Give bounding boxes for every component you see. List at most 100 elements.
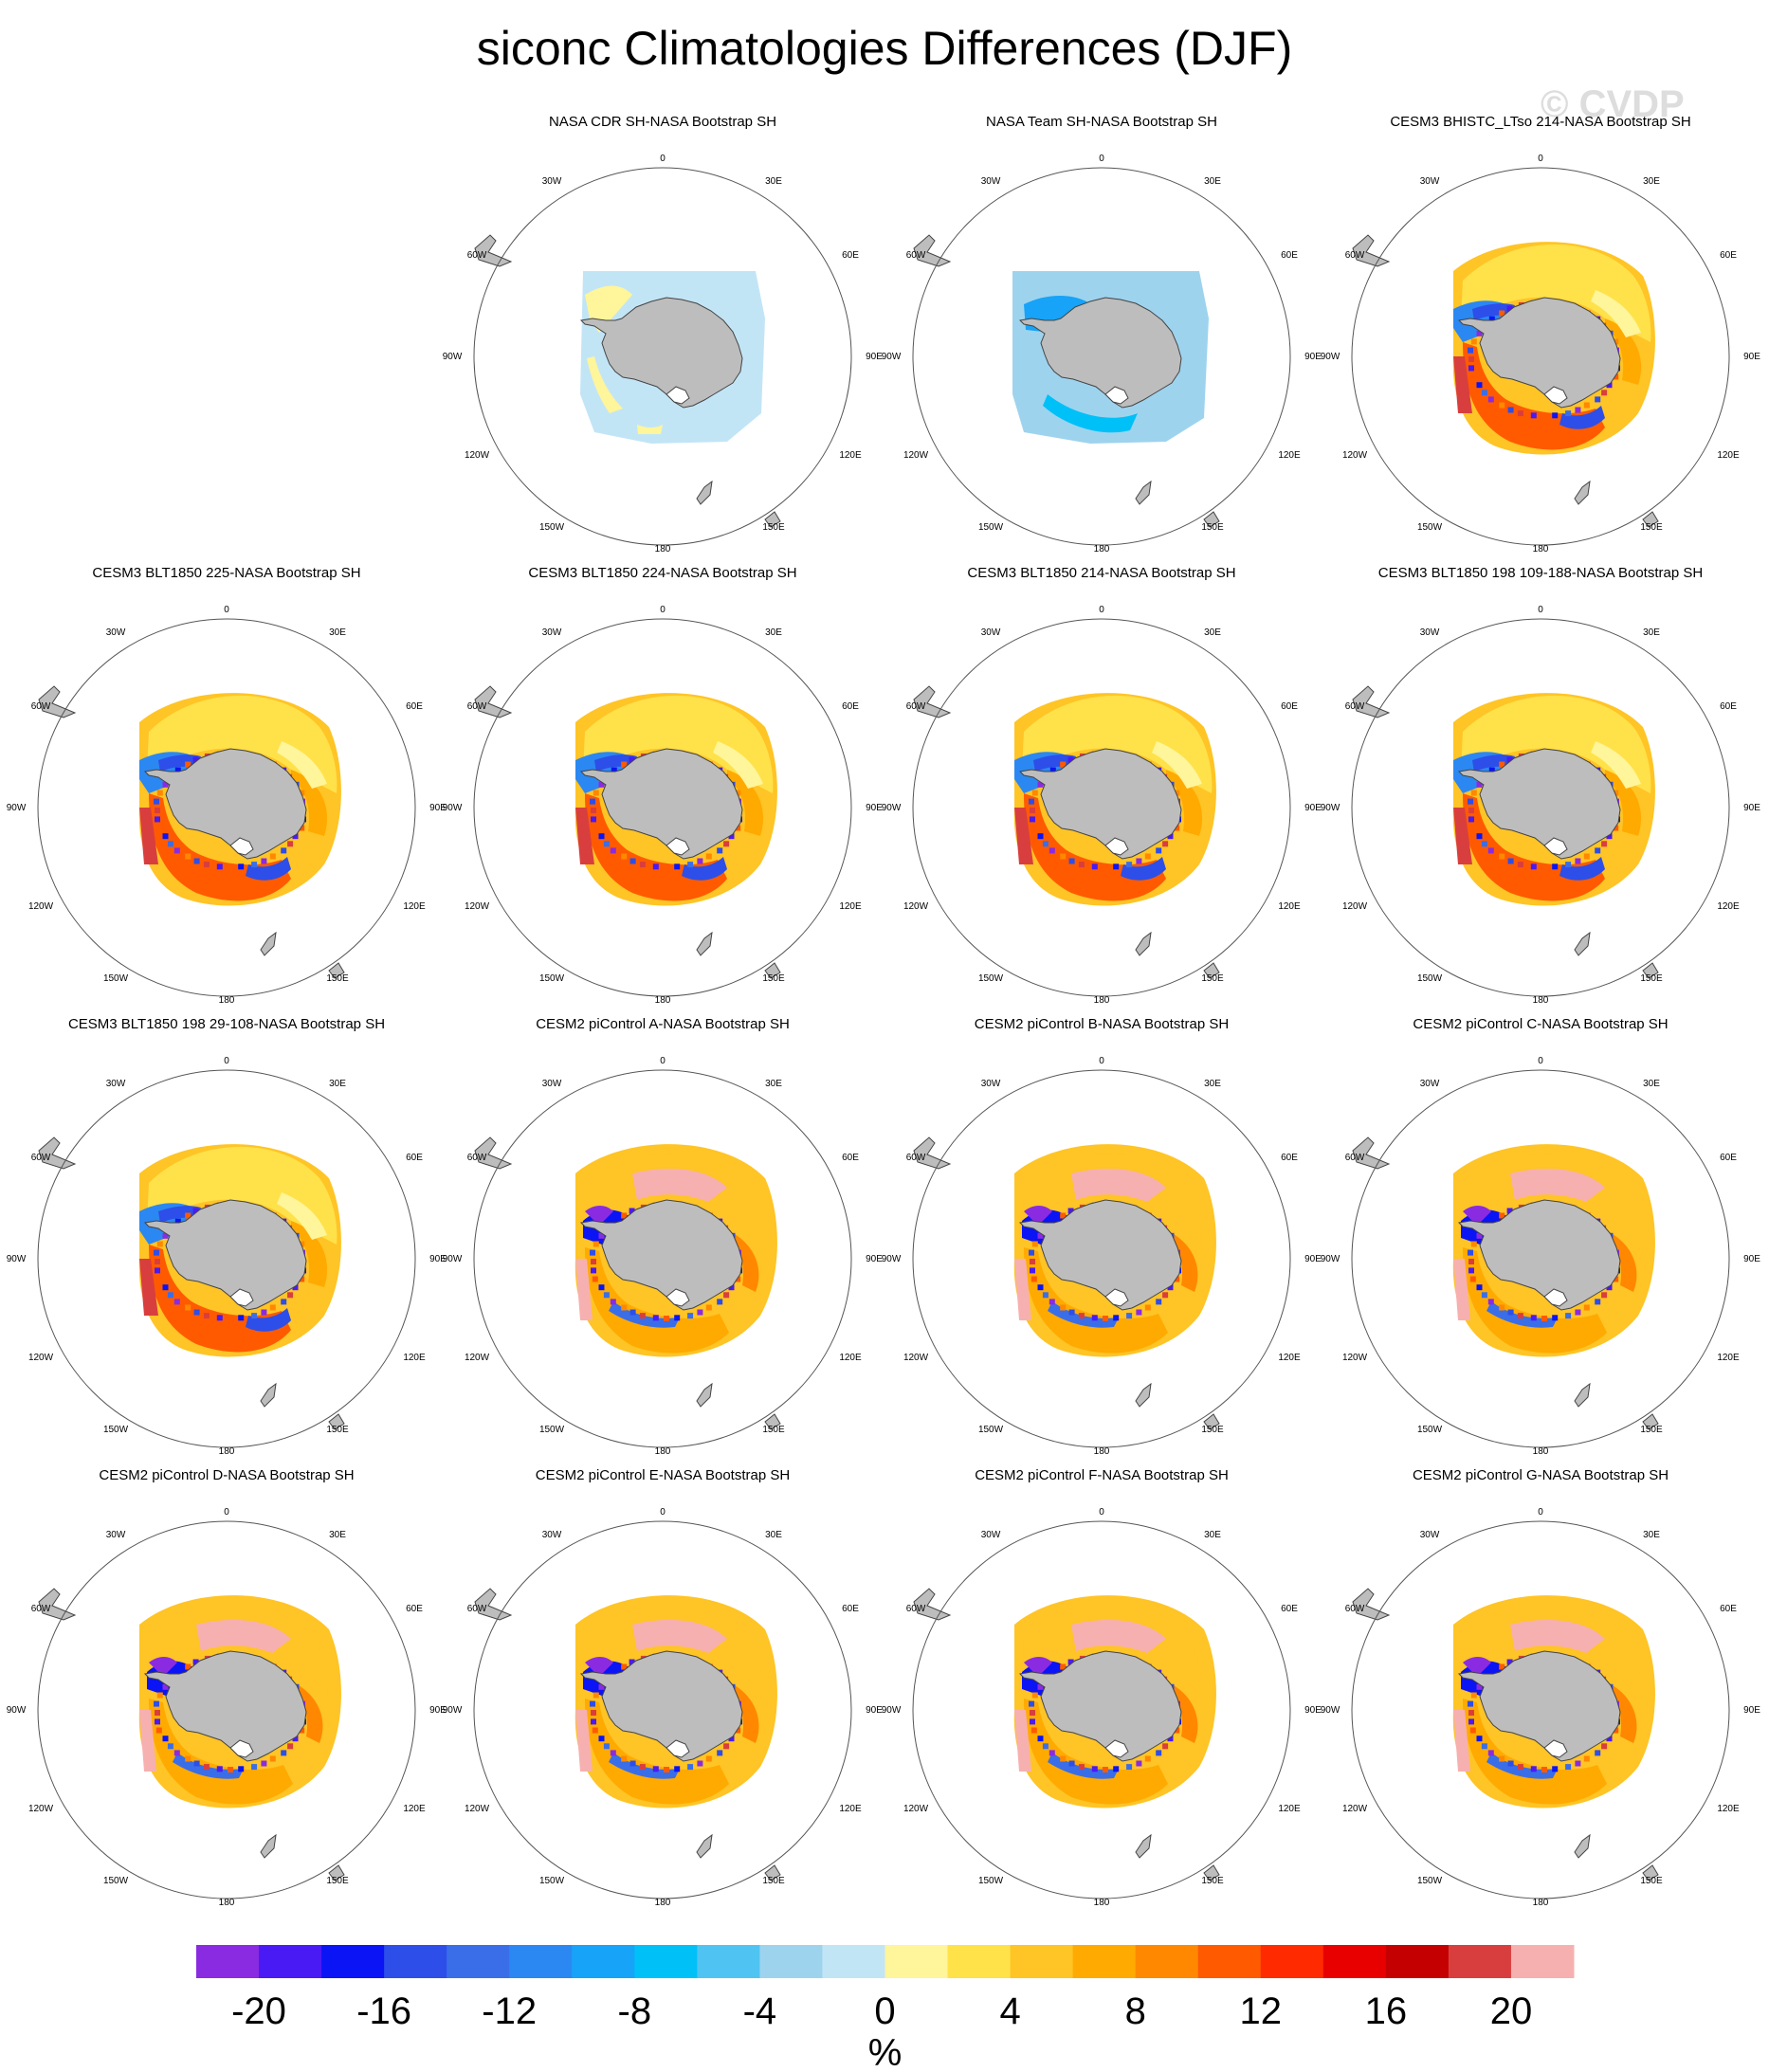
coastal-cell [593,1241,599,1247]
polar-map: 0 30E 60E 90E 120E 150E 180 150W 120W 90W 60W 30W [443,605,883,1006]
longitude-label: 90E [1304,803,1322,813]
longitude-label: 150W [978,1876,1004,1886]
anomaly-region [585,1657,613,1677]
longitude-label: 60E [406,1604,423,1614]
coastal-cell [1499,853,1505,860]
panel-title: CESM2 piControl F-NASA Bootstrap SH [975,1467,1229,1483]
longitude-label: 30E [1204,627,1221,638]
polar-map: 0 30E 60E 90E 120E 150E 180 150W 120W 90W 60W 30W [7,1507,447,1908]
coastal-cell [228,1316,233,1321]
coastal-cell [1583,402,1590,409]
longitude-label: 120E [1278,1353,1301,1363]
south-america-land [913,685,952,718]
longitude-label: 180 [1533,995,1549,1006]
map-panel: CESM2 piControl C-NASA Bootstrap SH 0 30E 6… [1321,1016,1760,1467]
coastal-cell [192,1659,199,1665]
coastal-cell [1060,1304,1067,1311]
anomaly-region [1559,406,1605,429]
coastal-cell [590,1249,595,1256]
coastal-cell [1499,761,1505,768]
anomaly-region [291,1681,323,1743]
coastal-cell [610,1299,616,1305]
coastal-cell [1552,412,1559,419]
longitude-label: 150E [762,1876,785,1886]
coastal-cell [1506,1208,1513,1214]
anomaly-region [575,1259,593,1320]
coastal-cell [1030,816,1035,823]
coastal-cell [287,841,294,847]
coastal-cell [216,863,223,870]
longitude-label: 60E [1720,1153,1737,1163]
coastal-cell [1030,808,1035,813]
coastal-cell [1030,1718,1035,1725]
watermark: © CVDP [1541,83,1685,125]
coastal-cell [1103,1767,1108,1772]
panel-title: CESM3 BLT1850 225-NASA Bootstrap SH [92,565,361,581]
coastal-cell [728,1736,735,1742]
coastal-cell [1156,1299,1162,1305]
coastal-cell [1499,1304,1505,1311]
longitude-label: 90E [1743,1254,1760,1264]
longitude-label: 120E [1717,1804,1740,1814]
longitude-label: 60E [1281,701,1298,712]
anomaly-region [1166,1230,1198,1292]
anomaly-region [1605,1681,1637,1743]
longitude-label: 30W [542,176,562,187]
coastal-cell [1601,1292,1608,1299]
coastal-cell [203,862,210,868]
map-boundary [912,1520,1291,1899]
coastal-cell [1126,1764,1133,1771]
coastal-cell [238,1766,245,1772]
coastal-cell [621,1663,628,1670]
longitude-label: 0 [1538,1507,1543,1518]
ross-ice-shelf [666,1739,690,1758]
coastal-cell [592,1727,598,1734]
coastal-cell [591,816,596,823]
longitude-label: 60E [842,1153,859,1163]
map-panel: CESM2 piControl D-NASA Bootstrap SH 0 30E 6… [7,1467,447,1918]
anomaly-region [1461,695,1651,793]
coastal-cell [155,1276,162,1282]
longitude-label: 0 [1538,154,1543,164]
coastal-cell [1167,1736,1174,1742]
map-boundary [37,1069,416,1448]
coastal-cell [155,1259,160,1264]
tasmania-land [1203,511,1220,528]
coastal-cell [1476,1736,1483,1742]
coastal-cell [1468,356,1474,362]
longitude-label: 150W [978,973,1004,984]
map-panel: CESM3 BLT1850 198 29-108-NASA Bootstrap … [7,1016,447,1467]
coastal-cell [292,833,299,840]
longitude-label: 180 [1094,995,1110,1006]
coastal-cell [1103,1316,1108,1321]
longitude-label: 120E [839,450,862,461]
anomaly-region [1605,1230,1637,1292]
coastal-cell [1530,1766,1537,1772]
new-zealand-land [696,931,713,956]
coastal-cell [1469,373,1476,380]
coastal-cell [167,841,173,847]
polar-map: 0 30E 60E 90E 120E 150E 180 150W 120W 90W 60W 30W [443,1507,883,1908]
longitude-label: 120W [465,1353,490,1363]
map-boundary [1351,618,1730,997]
coastal-cell [1613,1727,1619,1734]
coastal-cell [1507,1309,1514,1316]
coastal-cell [1613,790,1619,796]
anomaly-region [575,1710,593,1772]
coastal-cell [1162,841,1169,847]
longitude-label: 90W [443,1705,463,1716]
longitude-label: 30W [1420,1079,1440,1089]
longitude-label: 90E [1304,1254,1322,1264]
coastal-cell [1037,1683,1044,1690]
map-boundary [473,1520,852,1899]
coastal-cell [1583,1755,1590,1762]
anomaly-region [291,770,328,836]
panel-title: CESM2 piControl G-NASA Bootstrap SH [1412,1467,1669,1483]
anomaly-region [585,1699,729,1805]
longitude-label: 120W [1342,1804,1368,1814]
anomaly-region [1024,1699,1168,1805]
anomaly-region [713,741,763,789]
longitude-label: 30W [1420,627,1440,638]
coastal-cell [1468,816,1474,823]
longitude-label: 30W [542,627,562,638]
